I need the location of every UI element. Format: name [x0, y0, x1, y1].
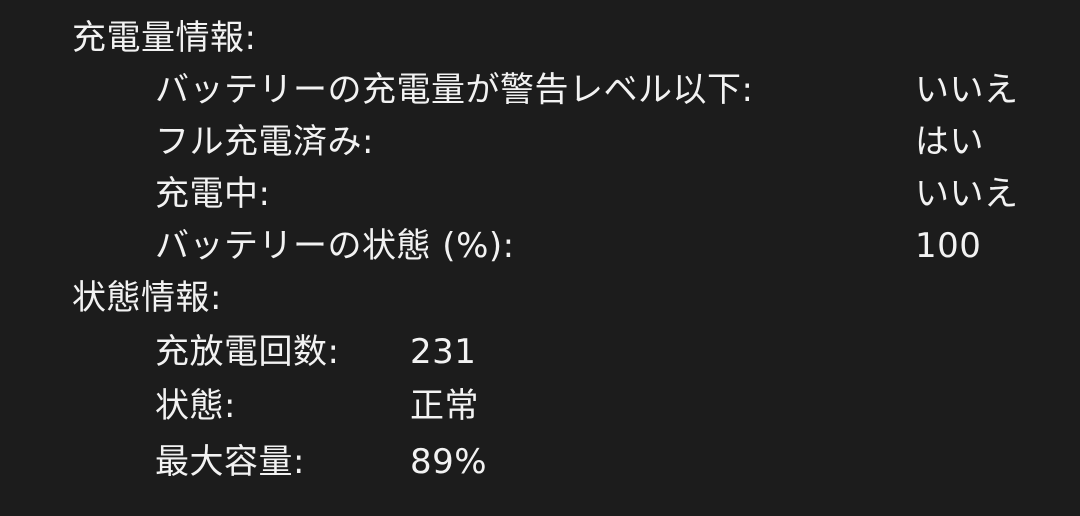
- low-battery-warning-label: バッテリーの充電量が警告レベル以下:: [155, 70, 754, 110]
- fully-charged-value: はい: [915, 122, 984, 162]
- battery-state-value: 100: [915, 226, 982, 266]
- cycle-count-label: 充放電回数:: [155, 332, 340, 372]
- fully-charged-label: フル充電済み:: [155, 122, 374, 162]
- max-capacity-value: 89%: [410, 442, 488, 482]
- health-info-heading: 状態情報:: [72, 278, 222, 318]
- cycle-count-value: 231: [410, 332, 477, 372]
- charging-label: 充電中:: [155, 174, 271, 214]
- condition-value: 正常: [410, 386, 479, 426]
- charge-info-heading: 充電量情報:: [72, 18, 257, 58]
- charging-value: いいえ: [915, 174, 1019, 214]
- low-battery-warning-value: いいえ: [915, 70, 1019, 110]
- condition-label: 状態:: [155, 386, 236, 426]
- max-capacity-label: 最大容量:: [155, 442, 305, 482]
- battery-state-label: バッテリーの状態 (%):: [155, 226, 515, 266]
